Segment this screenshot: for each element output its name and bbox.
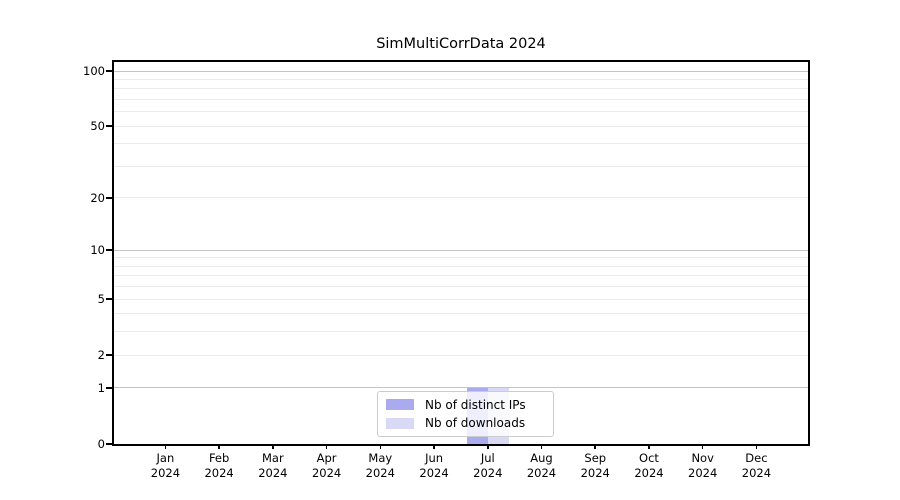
x-tick-month: Apr: [316, 451, 337, 465]
x-tick-month: May: [368, 451, 393, 465]
x-tick-mark: [433, 444, 435, 449]
x-tick-label: May 2024: [350, 451, 410, 481]
y-tick-label: 100: [83, 64, 105, 78]
y-tick-label: 10: [90, 243, 105, 258]
y-tick-mark: [106, 125, 112, 127]
x-tick-year: 2024: [526, 466, 557, 480]
x-tick-month: Jan: [156, 451, 175, 465]
gridline-minor: [114, 331, 808, 333]
gridline-minor: [114, 143, 808, 145]
legend-entry-downloads: Nb of downloads: [386, 414, 545, 432]
x-tick-year: 2024: [634, 466, 664, 480]
gridline-minor: [114, 78, 808, 80]
gridline-minor: [114, 286, 808, 288]
gridline-minor: [114, 354, 808, 356]
legend-swatch-distinct-ips-icon: [386, 399, 414, 411]
y-tick-mark: [106, 443, 112, 445]
x-tick-mark: [594, 444, 596, 449]
x-tick-year: 2024: [311, 466, 342, 480]
x-tick-mark: [487, 444, 489, 449]
x-tick-mark: [379, 444, 382, 449]
x-tick-month: Nov: [691, 451, 714, 465]
x-tick-month: Dec: [745, 451, 768, 465]
x-tick-month: Aug: [530, 451, 553, 465]
gridline-minor: [114, 298, 808, 300]
y-tick-label: 5: [97, 292, 105, 307]
x-tick-mark: [218, 444, 220, 449]
x-tick-label: Sep 2024: [565, 451, 625, 481]
gridline-major: [114, 387, 808, 389]
y-tick-mark: [106, 70, 112, 72]
legend-entry-distinct-ips: Nb of distinct IPs: [386, 396, 545, 414]
y-tick-mark: [106, 298, 112, 300]
x-tick-year: 2024: [204, 466, 234, 480]
x-tick-mark: [648, 444, 650, 449]
x-tick-month: Jul: [480, 451, 495, 465]
x-tick-month: Oct: [639, 451, 659, 465]
gridline-major: [114, 70, 808, 72]
gridline-minor: [114, 275, 808, 277]
x-tick-label: Dec 2024: [726, 451, 786, 481]
x-tick-month: Mar: [262, 451, 284, 465]
x-tick-label: Nov 2024: [673, 451, 733, 481]
x-tick-label: Oct 2024: [619, 451, 679, 481]
gridline-minor: [114, 125, 808, 127]
gridline-minor: [114, 197, 808, 199]
y-tick-mark: [106, 354, 112, 356]
x-tick-year: 2024: [473, 466, 503, 480]
x-tick-month: Sep: [584, 451, 607, 465]
gridline-minor: [114, 111, 808, 113]
x-tick-year: 2024: [580, 466, 610, 480]
legend-label-distinct-ips: Nb of distinct IPs: [425, 397, 526, 412]
x-tick-year: 2024: [419, 466, 449, 480]
gridline-minor: [114, 257, 808, 259]
x-tick-year: 2024: [688, 466, 718, 480]
x-tick-label: Apr 2024: [297, 451, 357, 481]
x-tick-label: Aug 2024: [512, 451, 572, 481]
x-tick-mark: [164, 444, 167, 449]
x-tick-label: Mar 2024: [243, 451, 303, 481]
gridline-minor: [114, 265, 808, 267]
x-tick-label: Jun 2024: [404, 451, 464, 481]
x-tick-label: Feb 2024: [189, 451, 249, 481]
y-tick-label: 1: [97, 380, 105, 395]
x-tick-mark: [755, 444, 758, 449]
x-tick-year: 2024: [150, 466, 181, 480]
y-tick-mark: [106, 197, 112, 199]
legend-label-downloads: Nb of downloads: [425, 416, 526, 431]
chart-title: SimMultiCorrData 2024: [376, 36, 546, 52]
y-tick-label: 2: [97, 348, 105, 363]
legend-swatch-downloads-icon: [386, 417, 414, 429]
x-tick-year: 2024: [741, 466, 772, 480]
gridline-major: [114, 249, 808, 251]
y-tick-label: 0: [97, 437, 105, 451]
x-tick-mark: [272, 444, 274, 449]
gridline-minor: [114, 88, 808, 90]
x-tick-month: Feb: [208, 451, 230, 465]
x-tick-mark: [325, 444, 328, 449]
y-tick-mark: [106, 387, 112, 389]
x-tick-year: 2024: [258, 466, 288, 480]
x-tick-month: Jun: [425, 451, 444, 465]
x-tick-year: 2024: [365, 466, 395, 480]
x-tick-mark: [540, 444, 543, 449]
y-tick-label: 20: [90, 190, 105, 205]
gridline-minor: [114, 165, 808, 167]
x-tick-label: Jan 2024: [135, 451, 195, 481]
y-tick-label: 50: [90, 119, 105, 134]
legend: Nb of distinct IPs Nb of downloads: [377, 391, 554, 437]
gridline-minor: [114, 98, 808, 100]
x-tick-label: Jul 2024: [458, 451, 518, 481]
y-tick-mark: [106, 249, 112, 251]
gridline-minor: [114, 313, 808, 315]
x-tick-mark: [701, 444, 704, 449]
